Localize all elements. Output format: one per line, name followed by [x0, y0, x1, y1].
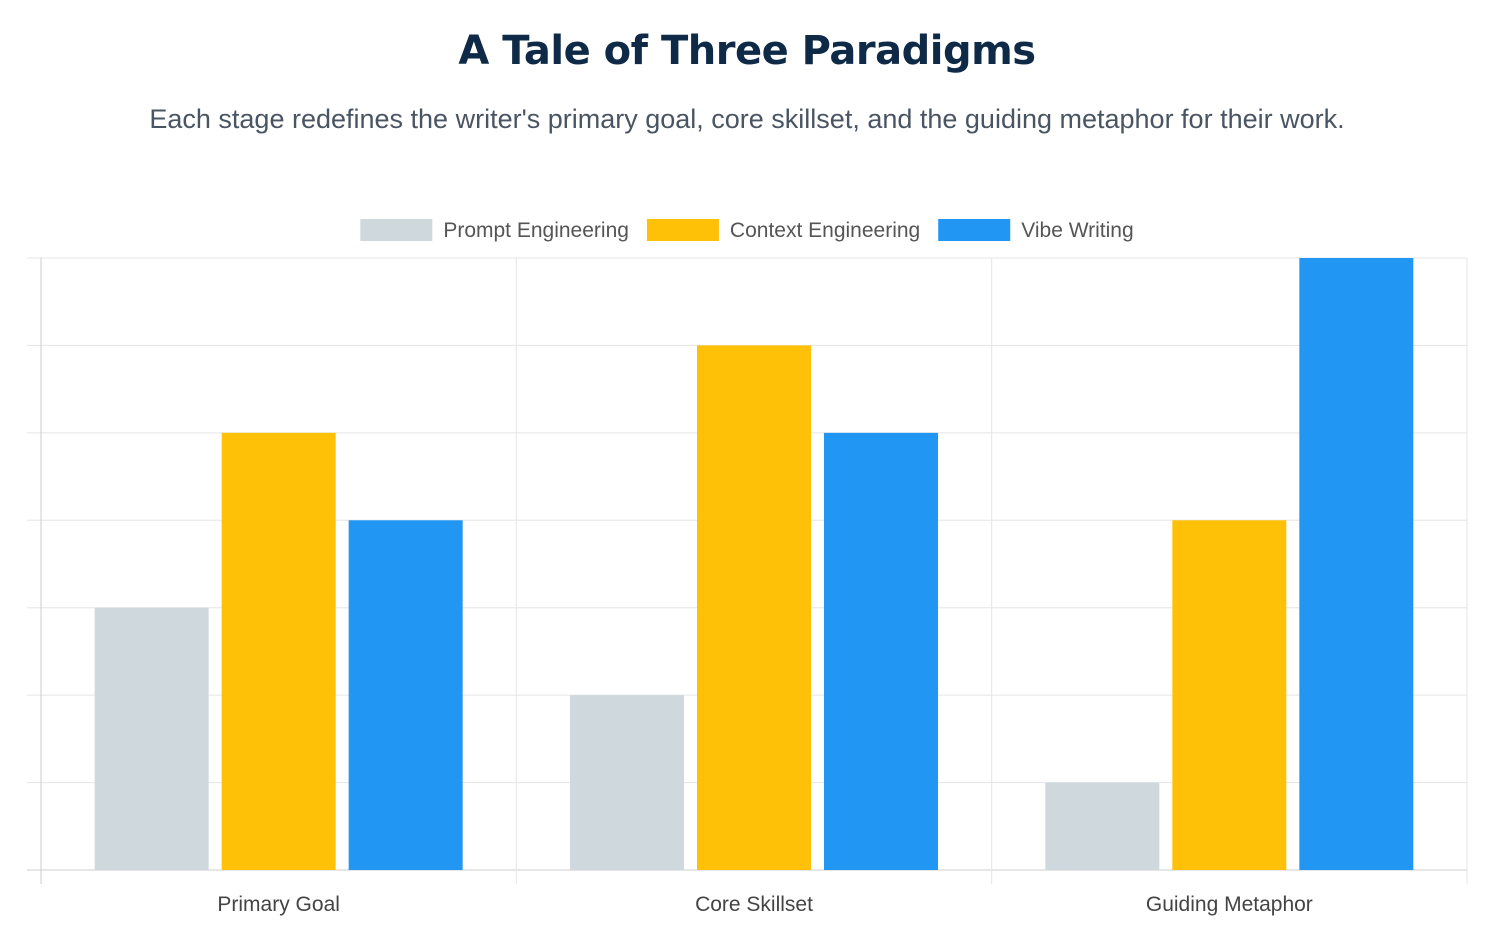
- legend-item-context-engineering[interactable]: Context Engineering: [646, 219, 920, 242]
- bar-vibe-writing-primary-goal[interactable]: [348, 520, 463, 870]
- bar-prompt-engineering-core-skillset[interactable]: [570, 695, 684, 870]
- bar-context-engineering-primary-goal[interactable]: [221, 432, 336, 870]
- legend-swatch: [938, 219, 1011, 241]
- chart-legend[interactable]: Prompt Engineering Context Engineering Vib…: [360, 219, 1134, 242]
- page-subtitle: Each stage redefines the writer's primar…: [149, 104, 1345, 134]
- bar-context-engineering-guiding-metaphor[interactable]: [1172, 520, 1287, 870]
- bar-prompt-engineering-guiding-metaphor[interactable]: [1045, 782, 1160, 870]
- x-tick-label: Primary Goal: [217, 893, 340, 916]
- legend-swatch: [360, 219, 433, 241]
- page-title: A Tale of Three Paradigms: [458, 28, 1036, 74]
- bar-vibe-writing-core-skillset[interactable]: [824, 432, 938, 870]
- legend-swatch: [646, 219, 719, 241]
- x-tick-label: Guiding Metaphor: [1146, 893, 1313, 916]
- legend-item-prompt-engineering[interactable]: Prompt Engineering: [360, 219, 629, 242]
- legend-label: Prompt Engineering: [443, 219, 629, 242]
- legend-label: Context Engineering: [730, 219, 920, 242]
- bar-context-engineering-core-skillset[interactable]: [697, 345, 811, 870]
- bar-vibe-writing-guiding-metaphor[interactable]: [1299, 258, 1414, 870]
- legend-label: Vibe Writing: [1021, 219, 1133, 242]
- axis-layer: Primary Goal Core Skillset Guiding Metapho…: [217, 893, 1312, 916]
- bars-layer: [94, 258, 1414, 870]
- bar-prompt-engineering-primary-goal[interactable]: [94, 607, 209, 870]
- legend-item-vibe-writing[interactable]: Vibe Writing: [938, 219, 1134, 242]
- x-tick-label: Core Skillset: [695, 893, 813, 916]
